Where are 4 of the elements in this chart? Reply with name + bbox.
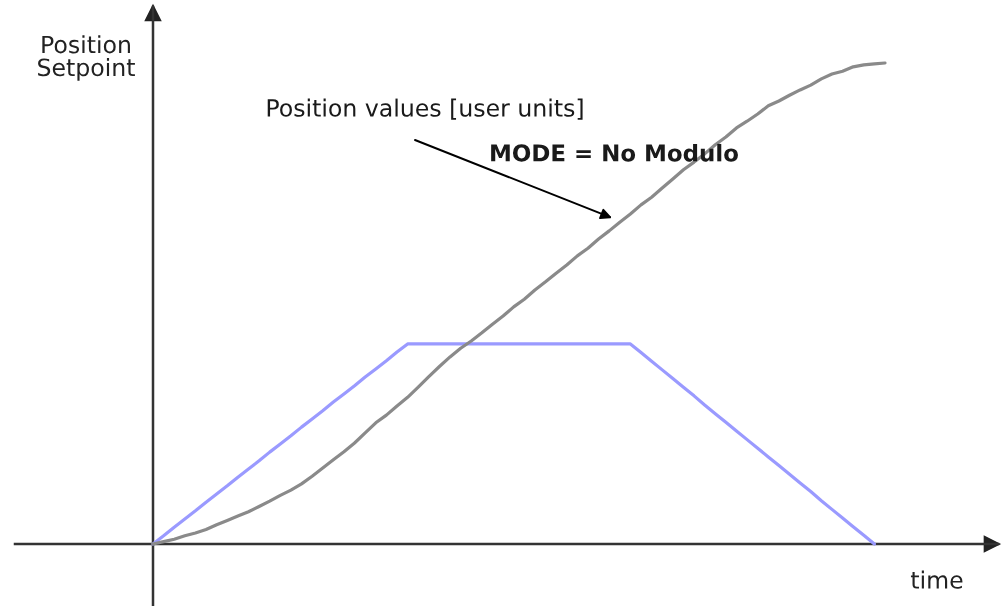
annotation: MODE = No Modulo [491,143,738,162]
y-axis-title: Position Setpoint [38,35,135,81]
x-axis-title: time [910,570,963,589]
annotation: Position values [user units] [267,98,583,120]
